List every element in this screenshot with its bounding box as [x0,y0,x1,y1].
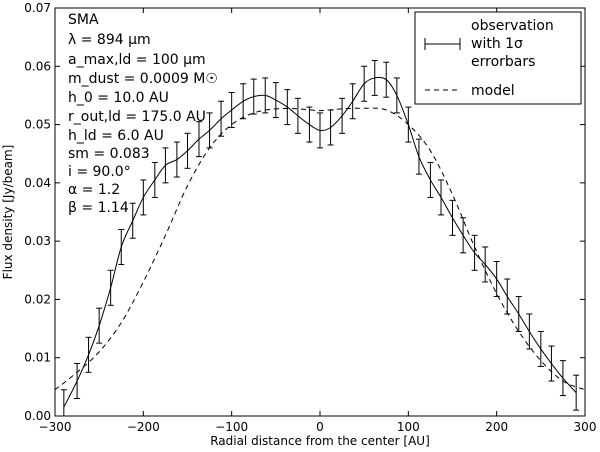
errorbar [184,132,191,169]
parameter-annotations: SMA λ = 894 μm a_max,ld = 100 μm m_dust … [68,12,218,216]
y-tick-label: 0.02 [24,292,51,306]
annotation-amax: a_max,ld = 100 μm [68,52,206,68]
x-tick-label: −100 [215,420,248,434]
errorbar [118,228,125,265]
errorbar [471,234,478,271]
y-tick-label: 0.07 [24,1,51,15]
annotation-inclination: i = 90.0° [68,164,131,180]
errorbar [129,202,136,239]
ticks-layer: −300 −200 −100 0 100 200 300 0.00 0.01 0.02 0.03 0.… [24,1,596,434]
errorbar [218,100,225,137]
legend-model-label: model [471,83,515,99]
errorbar [449,199,456,236]
errorbar [96,307,103,344]
errorbar [228,92,235,128]
errorbar [415,138,422,175]
errorbar [393,77,400,114]
annotation-sm: sm = 0.083 [68,146,150,162]
y-tick-label: 0.06 [24,59,51,73]
errorbar [427,161,434,198]
errorbar [559,360,566,397]
errorbar [195,121,202,158]
x-tick-label: 100 [397,420,420,434]
errorbar [573,374,580,411]
errorbar [349,83,356,120]
errorbar [107,269,114,306]
annotation-alpha: α = 1.2 [68,182,120,198]
errorbar [515,296,522,332]
errorbar [60,389,67,416]
y-tick-label: 0.01 [24,351,51,365]
x-tick-label: −200 [127,420,160,434]
errorbar [151,161,158,198]
errorbar [460,217,467,254]
legend-observation-line2: with 1σ [471,36,523,52]
errorbar [371,59,378,96]
x-tick-label: 200 [485,420,508,434]
y-tick-label: 0.03 [24,234,51,248]
errorbar [173,141,180,178]
annotation-h0: h_0 = 10.0 AU [68,90,169,106]
errorbar [482,246,489,283]
y-tick-label: 0.05 [24,118,51,132]
annotation-rout: r_out,ld = 175.0 AU [68,109,206,125]
errorbar [317,112,323,149]
errorbar [294,97,301,134]
annotation-wavelength: λ = 894 μm [68,32,151,48]
legend-observation-line3: errorbars [471,54,535,70]
errorbar [548,345,555,382]
errorbar [504,278,511,315]
errorbar [306,106,313,143]
errorbar [262,77,269,114]
errorbar [74,363,81,400]
y-tick-label: 0.04 [24,176,51,190]
errorbar [438,179,445,216]
errorbar [162,147,169,184]
y-tick-label: 0.00 [24,409,51,423]
annotation-hld: h_ld = 6.0 AU [68,128,164,144]
legend-box [414,11,582,105]
errorbar [361,65,368,102]
legend: observation with 1σ errorbars model [414,11,582,105]
x-tick-label: 0 [316,420,324,434]
annotation-beta: β = 1.14 [68,200,129,216]
legend-observation-line1: observation [471,18,554,34]
errorbar [85,336,92,373]
errorbar [383,61,390,98]
annotation-mdust: m_dust = 0.0009 M☉ [68,71,218,87]
curves-layer [55,59,585,416]
errorbar [284,89,291,126]
errorbar [140,179,147,216]
errorbar [272,82,279,119]
model-curve [55,107,585,391]
x-tick-label: −300 [39,420,72,434]
x-tick-label: 300 [574,420,597,434]
errorbar [537,330,544,367]
y-axis-label: Flux density [Jy/beam] [1,145,15,280]
annotation-instrument: SMA [68,12,99,28]
errorbar [339,97,346,134]
legend-observation-label: observation with 1σ errorbars [471,18,558,70]
x-axis-label: Radial distance from the center [AU] [210,434,430,448]
